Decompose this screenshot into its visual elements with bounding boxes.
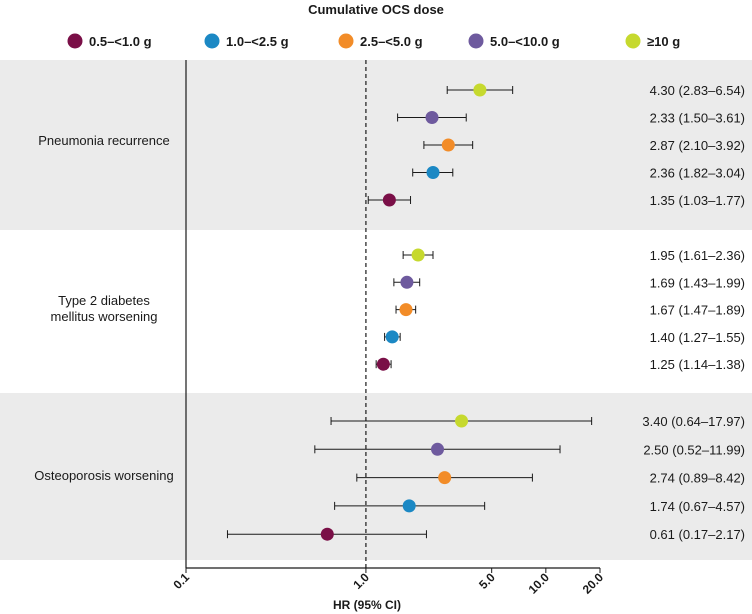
hr-value-label: 4.30 (2.83–6.54) [650, 83, 745, 98]
hr-value-label: 2.36 (1.82–3.04) [650, 166, 745, 181]
hr-point [431, 442, 445, 456]
legend-label: ≥10 g [647, 34, 680, 49]
hr-point [376, 357, 390, 371]
hr-value-label: 1.95 (1.61–2.36) [650, 248, 745, 263]
hr-point [441, 138, 455, 152]
legend-title: Cumulative OCS dose [308, 2, 444, 17]
legend-label: 2.5–<5.0 g [360, 34, 423, 49]
hr-value-label: 1.74 (0.67–4.57) [650, 499, 745, 514]
axes: 0.1 1.0 5.0 10.0 20.0 [170, 60, 606, 597]
group-label: Pneumonia recurrence [38, 133, 170, 148]
legend: 0.5–<1.0 g 1.0–<2.5 g 2.5–<5.0 g 5.0–<10.0 … [67, 33, 680, 49]
legend-label: 1.0–<2.5 g [226, 34, 289, 49]
x-tick-label: 10.0 [526, 570, 553, 597]
legend-swatch [338, 33, 354, 49]
hr-point [426, 166, 440, 179]
legend-label: 0.5–<1.0 g [89, 34, 152, 49]
hr-point [400, 275, 414, 289]
hr-point [438, 471, 452, 485]
hr-point [411, 248, 425, 262]
legend-swatch [625, 33, 641, 49]
hr-point [425, 111, 439, 124]
hr-value-label: 2.87 (2.10–3.92) [650, 138, 745, 153]
legend-label: 5.0–<10.0 g [490, 34, 560, 49]
hr-value-label: 1.69 (1.43–1.99) [650, 275, 745, 290]
hr-point [399, 303, 413, 317]
hr-point [385, 330, 399, 344]
data-marks: 4.30 (2.83–6.54) 2.33 (1.50–3.61) 2.87 (2.… [226, 83, 745, 542]
legend-swatch [468, 33, 484, 49]
group-bands: Pneumonia recurrence Type 2 diabetes melli… [0, 60, 752, 560]
x-tick-label: 1.0 [350, 570, 372, 592]
group-label: Type 2 diabetes mellitus worsening [51, 293, 158, 324]
hr-value-label: 1.25 (1.14–1.38) [650, 357, 745, 372]
x-tick-label: 0.1 [170, 570, 192, 592]
hr-point [402, 499, 416, 513]
x-axis-label: HR (95% CI) [333, 598, 401, 612]
hr-value-label: 2.33 (1.50–3.61) [650, 111, 745, 126]
hr-point [473, 83, 487, 97]
hr-value-label: 2.74 (0.89–8.42) [650, 471, 745, 486]
hr-point [455, 414, 469, 428]
hr-value-label: 2.50 (0.52–11.99) [643, 442, 745, 457]
hr-value-label: 0.61 (0.17–2.17) [650, 527, 745, 542]
legend-swatch [67, 33, 83, 49]
hr-point [320, 527, 334, 541]
hr-value-label: 3.40 (0.64–17.97) [642, 414, 745, 429]
hr-value-label: 1.35 (1.03–1.77) [650, 193, 745, 208]
x-tick-label: 20.0 [580, 570, 607, 597]
group-label: Osteoporosis worsening [34, 468, 173, 483]
hr-point [382, 193, 396, 207]
group-band [0, 60, 752, 230]
hr-value-label: 1.40 (1.27–1.55) [650, 330, 745, 345]
hr-value-label: 1.67 (1.47–1.89) [650, 303, 745, 318]
legend-swatch [204, 33, 220, 49]
x-tick-label: 5.0 [476, 570, 498, 592]
